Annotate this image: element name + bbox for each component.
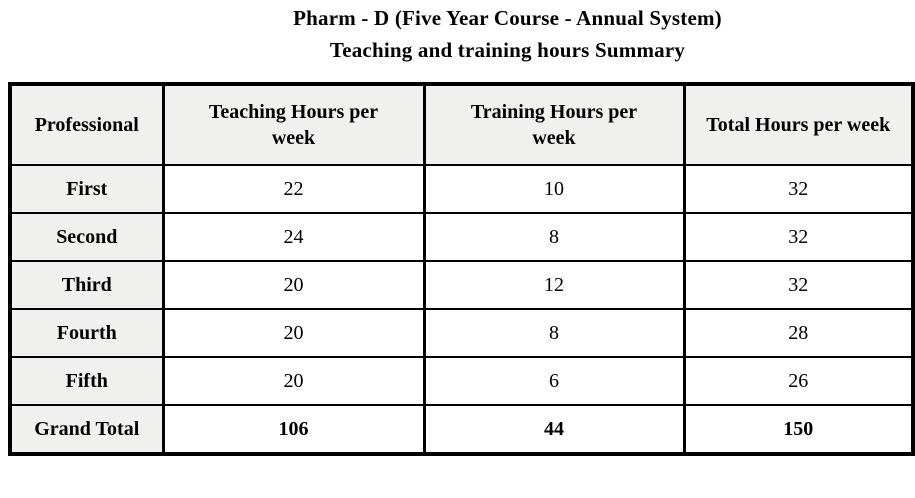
document-page: Pharm - D (Five Year Course - Annual Sys… xyxy=(8,0,915,456)
total-hours-cell: 28 xyxy=(682,308,915,358)
col-header-professional: Professional xyxy=(8,83,165,166)
teaching-hours-cell: 20 xyxy=(161,356,426,406)
training-hours-cell: 12 xyxy=(422,260,686,310)
title-line-2: Teaching and training hours Summary xyxy=(329,38,686,62)
row-label-cell: Grand Total xyxy=(8,404,165,455)
training-hours-cell: 8 xyxy=(422,212,686,262)
row-label-cell: Third xyxy=(8,260,165,310)
training-hours-cell: 10 xyxy=(422,164,686,214)
page-title: Pharm - D (Five Year Course - Annual Sys… xyxy=(100,0,915,66)
table-row-second: Second 24 8 32 xyxy=(8,212,915,262)
total-hours-cell: 32 xyxy=(682,212,915,262)
teaching-hours-cell: 24 xyxy=(161,212,426,262)
teaching-hours-cell: 22 xyxy=(161,164,426,214)
row-label-cell: Fourth xyxy=(8,308,165,358)
col-header-training-hours: Training Hours per week xyxy=(422,83,686,166)
teaching-hours-cell: 20 xyxy=(161,308,426,358)
total-hours-cell: 150 xyxy=(682,404,915,455)
col-header-teaching-hours: Teaching Hours per week xyxy=(161,83,426,166)
title-line-1: Pharm - D (Five Year Course - Annual Sys… xyxy=(293,6,722,30)
training-hours-cell: 6 xyxy=(422,356,686,406)
teaching-hours-cell: 106 xyxy=(161,404,426,455)
training-hours-cell: 8 xyxy=(422,308,686,358)
row-label-cell: First xyxy=(8,164,165,214)
teaching-hours-cell: 20 xyxy=(161,260,426,310)
total-hours-cell: 32 xyxy=(682,164,915,214)
table-row-first: First 22 10 32 xyxy=(8,164,915,214)
total-hours-cell: 26 xyxy=(682,356,915,406)
col-header-total-hours: Total Hours per week xyxy=(682,83,915,166)
row-label-cell: Second xyxy=(8,212,165,262)
table-row-third: Third 20 12 32 xyxy=(8,260,915,310)
total-hours-cell: 32 xyxy=(682,260,915,310)
hours-summary-table: Professional Teaching Hours per week Tra… xyxy=(8,82,915,456)
table-row-grand-total: Grand Total 106 44 150 xyxy=(8,404,915,455)
training-hours-cell: 44 xyxy=(422,404,686,455)
row-label-cell: Fifth xyxy=(8,356,165,406)
table-header-row: Professional Teaching Hours per week Tra… xyxy=(8,83,915,166)
table-row-fourth: Fourth 20 8 28 xyxy=(8,308,915,358)
table-row-fifth: Fifth 20 6 26 xyxy=(8,356,915,406)
